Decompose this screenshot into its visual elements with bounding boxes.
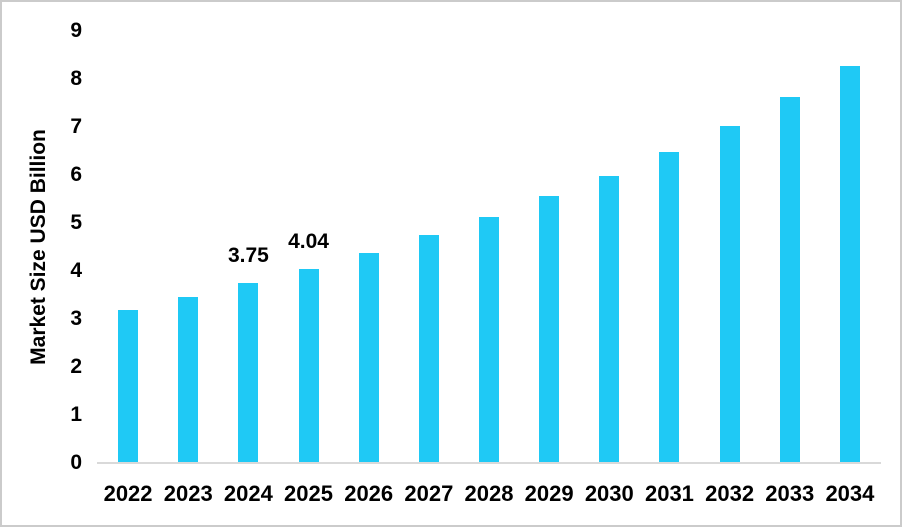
y-tick-label-4: 4	[70, 259, 82, 282]
bar-2032	[719, 126, 740, 463]
x-tick-label-2022: 2022	[103, 481, 153, 506]
x-tick-label-2025: 2025	[284, 481, 333, 506]
x-tick-label-2034: 2034	[825, 481, 875, 506]
x-tick-label-2031: 2031	[644, 481, 694, 506]
y-tick-label-7: 7	[70, 115, 82, 138]
y-tick-label-9: 9	[70, 19, 82, 42]
y-axis-title: Market Size USD Billion	[27, 129, 50, 365]
bar-2025	[298, 269, 319, 463]
x-tick-label-2023: 2023	[163, 481, 213, 506]
bar-2029	[539, 196, 560, 463]
x-axis-line	[97, 462, 881, 464]
y-tick-label-3: 3	[70, 307, 82, 330]
y-tick-label-8: 8	[70, 67, 82, 90]
x-tick-label-2033: 2033	[765, 481, 815, 506]
y-tick-label-0: 0	[70, 451, 82, 474]
x-tick-label-2030: 2030	[584, 481, 634, 506]
bar-2033	[779, 97, 800, 463]
bar-value-label-2025: 4.04	[288, 230, 329, 254]
y-tick-label-6: 6	[70, 163, 82, 186]
y-tick-label-5: 5	[70, 211, 82, 234]
x-tick-label-2026: 2026	[344, 481, 394, 506]
x-tick-label-2028: 2028	[464, 481, 514, 506]
bar-2034	[839, 66, 860, 463]
y-tick-label-1: 1	[70, 403, 82, 426]
bar-2024	[238, 283, 259, 463]
bar-2030	[599, 175, 620, 463]
bar-2023	[178, 296, 199, 463]
y-tick-label-2: 2	[70, 355, 82, 378]
bar-2027	[418, 235, 439, 463]
bar-2022	[118, 309, 139, 463]
x-tick-label-2024: 2024	[223, 481, 273, 506]
x-tick-label-2029: 2029	[524, 481, 574, 506]
x-tick-label-2027: 2027	[404, 481, 454, 506]
bar-2026	[358, 252, 379, 463]
bar-2031	[659, 151, 680, 463]
bar-value-label-2024: 3.75	[227, 244, 269, 267]
bar-2028	[479, 217, 499, 463]
x-tick-label-2032: 2032	[705, 481, 755, 506]
